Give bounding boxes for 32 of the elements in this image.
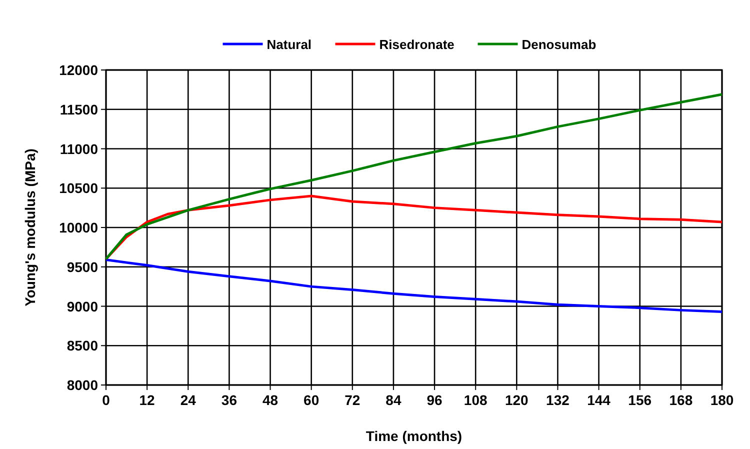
x-tick-label: 108: [464, 392, 488, 408]
x-tick-label: 48: [262, 392, 278, 408]
x-tick-label: 24: [180, 392, 196, 408]
y-axis-title: Young's modulus (MPa): [22, 148, 38, 306]
y-tick-label: 12000: [59, 62, 98, 78]
line-series: [104, 93, 724, 260]
y-tick-label: 8000: [66, 377, 98, 393]
x-tick-label: 72: [344, 392, 360, 408]
x-tick-label: 144: [587, 392, 611, 408]
legend-label: Denosumab: [522, 37, 596, 52]
x-axis-title: Time (months): [366, 428, 462, 444]
line-series: [104, 258, 724, 314]
y-tick-label: 9000: [66, 298, 98, 314]
y-tick-label: 10500: [59, 180, 98, 196]
y-tick-label: 8500: [66, 338, 98, 354]
x-tick-label: 12: [139, 392, 156, 408]
x-tick-label: 168: [669, 392, 693, 408]
x-tick-label: 132: [546, 392, 570, 408]
x-tick-label: 180: [710, 392, 734, 408]
x-tick-label: 96: [426, 392, 443, 408]
y-tick-label: 11000: [60, 140, 98, 157]
x-tick-label: 156: [628, 392, 652, 408]
y-tick-label: 11500: [60, 101, 98, 118]
y-tick-label: 10000: [59, 220, 98, 236]
y-tick-label: 9500: [66, 258, 98, 275]
x-tick-label: 120: [504, 392, 529, 408]
x-tick-label: 0: [102, 392, 110, 408]
x-tick-label: 84: [386, 392, 402, 408]
x-tick-label: 60: [304, 392, 320, 408]
legend-label: Risedronate: [379, 37, 454, 52]
legend-label: Natural: [266, 37, 312, 52]
x-tick-label: 36: [221, 392, 238, 408]
